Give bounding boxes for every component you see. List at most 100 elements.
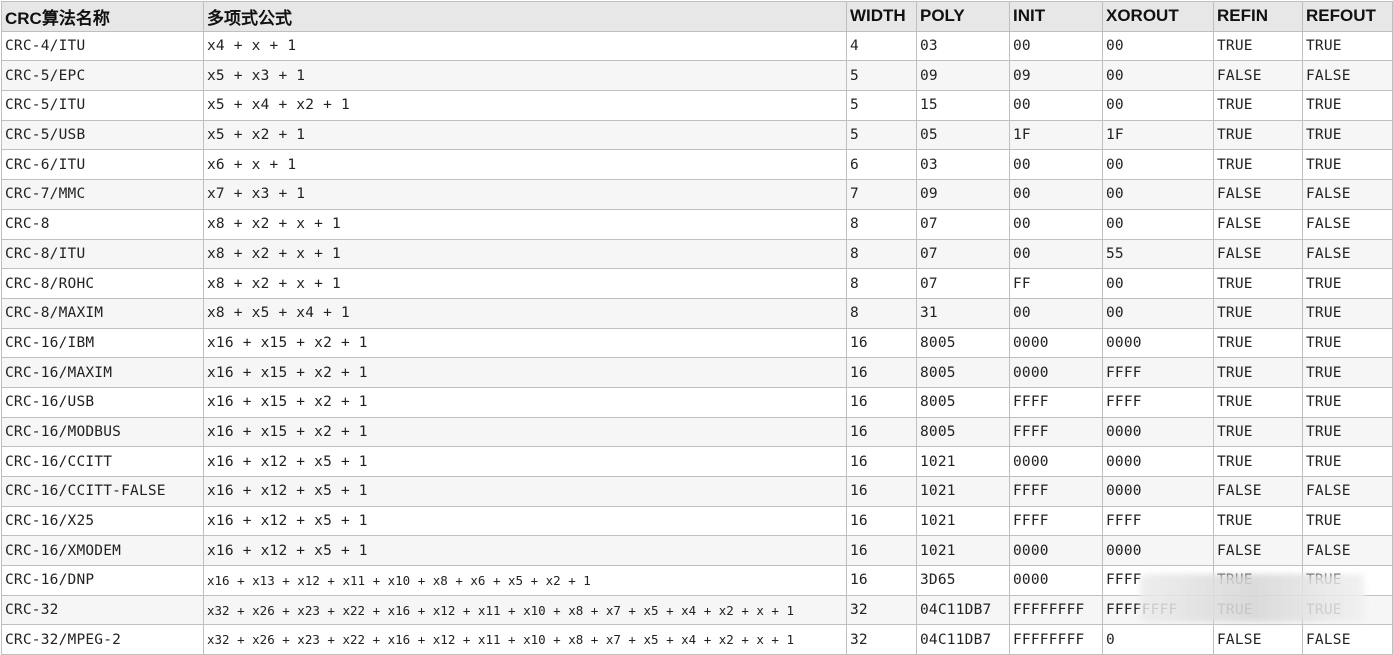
table-row: CRC-8 x8 + x2 + x + 1 8 07 00 00 FALSE FALSE	[1, 208, 1393, 240]
cell-width: 32	[846, 594, 917, 626]
table-row: CRC-16/USB x16 + x15 + x2 + 1 16 8005 FFFF FF…	[1, 386, 1393, 418]
cell-polynomial: x8 + x2 + x + 1	[203, 208, 847, 240]
cell-init: 00	[1009, 297, 1103, 329]
cell-width: 5	[846, 60, 917, 92]
table-row: CRC-5/USB x5 + x2 + 1 5 05 1F 1F TRUE TRUE	[1, 119, 1393, 151]
cell-name: CRC-8	[1, 208, 204, 240]
cell-name: CRC-5/EPC	[1, 60, 204, 92]
cell-xorout: 0	[1102, 624, 1214, 655]
cell-name: CRC-5/ITU	[1, 90, 204, 121]
cell-xorout: 00	[1102, 90, 1214, 121]
cell-poly: 09	[916, 60, 1010, 92]
cell-polynomial: x16 + x12 + x5 + 1	[203, 476, 847, 507]
cell-poly: 8005	[916, 327, 1010, 359]
cell-poly: 1021	[916, 476, 1010, 507]
table-row: CRC-16/MAXIM x16 + x15 + x2 + 1 16 8005 0000…	[1, 357, 1393, 388]
cell-name: CRC-8/ITU	[1, 238, 204, 270]
cell-refout: FALSE	[1302, 179, 1393, 210]
cell-init: 0000	[1009, 357, 1103, 388]
cell-poly: 8005	[916, 416, 1010, 448]
cell-xorout: FFFF	[1102, 357, 1214, 388]
cell-poly: 8005	[916, 386, 1010, 418]
cell-refout: FALSE	[1302, 238, 1393, 270]
cell-xorout: 00	[1102, 30, 1214, 62]
cell-refout: TRUE	[1302, 149, 1393, 181]
cell-poly: 15	[916, 90, 1010, 121]
cell-refin: FALSE	[1213, 60, 1303, 92]
cell-refout: TRUE	[1302, 297, 1393, 329]
cell-xorout: 00	[1102, 268, 1214, 299]
cell-name: CRC-5/USB	[1, 119, 204, 151]
cell-poly: 1021	[916, 535, 1010, 567]
cell-width: 16	[846, 505, 917, 537]
header-cell-width: WIDTH	[846, 1, 917, 32]
cell-width: 8	[846, 208, 917, 240]
cell-init: FF	[1009, 268, 1103, 299]
cell-poly: 31	[916, 297, 1010, 329]
cell-refin: TRUE	[1213, 268, 1303, 299]
cell-refout: TRUE	[1302, 268, 1393, 299]
cell-poly: 07	[916, 268, 1010, 299]
cell-name: CRC-32/MPEG-2	[1, 624, 204, 655]
cell-width: 7	[846, 179, 917, 210]
cell-poly: 09	[916, 179, 1010, 210]
table-row: CRC-32/MPEG-2 x32 + x26 + x23 + x22 + x16…	[1, 624, 1393, 655]
cell-width: 6	[846, 149, 917, 181]
cell-init: 0000	[1009, 535, 1103, 567]
cell-refin: TRUE	[1213, 327, 1303, 359]
cell-width: 16	[846, 535, 917, 567]
cell-polynomial: x16 + x12 + x5 + 1	[203, 535, 847, 567]
cell-width: 16	[846, 386, 917, 418]
cell-xorout: 0000	[1102, 446, 1214, 477]
cell-name: CRC-6/ITU	[1, 149, 204, 181]
cell-polynomial: x32 + x26 + x23 + x22 + x16 + x12 + x11 …	[203, 624, 847, 655]
cell-init: FFFFFFFF	[1009, 624, 1103, 655]
cell-init: FFFFFFFF	[1009, 594, 1103, 626]
cell-xorout: 0000	[1102, 416, 1214, 448]
cell-xorout: 00	[1102, 208, 1214, 240]
cell-width: 8	[846, 268, 917, 299]
cell-refin: FALSE	[1213, 476, 1303, 507]
cell-name: CRC-16/CCITT-FALSE	[1, 476, 204, 507]
cell-name: CRC-16/CCITT	[1, 446, 204, 477]
cell-polynomial: x4 + x + 1	[203, 30, 847, 62]
cell-init: FFFF	[1009, 416, 1103, 448]
cell-name: CRC-16/DNP	[1, 565, 204, 596]
cell-refin: TRUE	[1213, 446, 1303, 477]
cell-init: 0000	[1009, 327, 1103, 359]
cell-width: 16	[846, 565, 917, 596]
cell-refout: FALSE	[1302, 535, 1393, 567]
cell-refin: TRUE	[1213, 357, 1303, 388]
cell-name: CRC-16/USB	[1, 386, 204, 418]
cell-width: 32	[846, 624, 917, 655]
cell-refin: TRUE	[1213, 505, 1303, 537]
cell-polynomial: x6 + x + 1	[203, 149, 847, 181]
cell-width: 16	[846, 476, 917, 507]
cell-init: 00	[1009, 238, 1103, 270]
cell-refout: TRUE	[1302, 90, 1393, 121]
cell-refout: FALSE	[1302, 208, 1393, 240]
cell-init: FFFF	[1009, 505, 1103, 537]
header-cell-name: CRC算法名称	[1, 1, 204, 32]
cell-init: 09	[1009, 60, 1103, 92]
cell-polynomial: x5 + x4 + x2 + 1	[203, 90, 847, 121]
cell-poly: 03	[916, 30, 1010, 62]
cell-width: 8	[846, 238, 917, 270]
cell-init: 00	[1009, 30, 1103, 62]
table-row: CRC-6/ITU x6 + x + 1 6 03 00 00 TRUE TRUE	[1, 149, 1393, 181]
table-body: CRC-4/ITU x4 + x + 1 4 03 00 00 TRUE TRUE CRC-5/…	[1, 30, 1393, 655]
cell-polynomial: x16 + x15 + x2 + 1	[203, 386, 847, 418]
cell-refout: TRUE	[1302, 446, 1393, 477]
cell-init: 00	[1009, 90, 1103, 121]
cell-xorout: 0000	[1102, 535, 1214, 567]
cell-refout: TRUE	[1302, 30, 1393, 62]
cell-polynomial: x32 + x26 + x23 + x22 + x16 + x12 + x11 …	[203, 594, 847, 626]
cell-poly: 1021	[916, 505, 1010, 537]
cell-name: CRC-16/XMODEM	[1, 535, 204, 567]
table-row: CRC-8/MAXIM x8 + x5 + x4 + 1 8 31 00 00 TRUE TR…	[1, 297, 1393, 329]
header-cell-init: INIT	[1009, 1, 1103, 32]
cell-poly: 1021	[916, 446, 1010, 477]
cell-xorout: FFFF	[1102, 505, 1214, 537]
cell-init: FFFF	[1009, 476, 1103, 507]
cell-polynomial: x8 + x2 + x + 1	[203, 238, 847, 270]
